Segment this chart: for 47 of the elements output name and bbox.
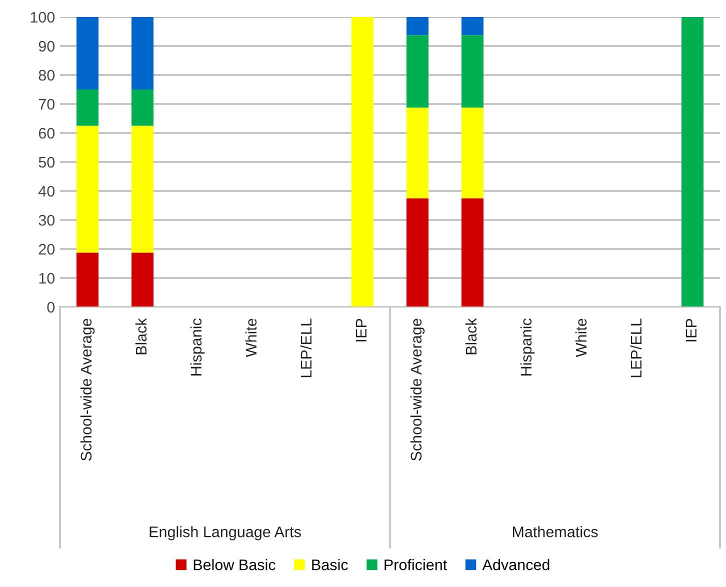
x-tick-label: Black [465, 318, 477, 354]
y-tick-label: 100 [30, 12, 55, 23]
x-tick-label: White [575, 318, 587, 358]
legend-label: Advanced [482, 559, 550, 570]
y-tick-label: 10 [39, 272, 55, 284]
legend-label: Basic [312, 559, 348, 570]
bar [76, 90, 98, 126]
x-tick-label: School-wide Average [80, 318, 95, 461]
bar [132, 126, 154, 253]
bar [462, 108, 484, 198]
bar [352, 17, 374, 307]
bar [406, 17, 428, 36]
legend-label: Proficient [384, 559, 448, 570]
y-tick-label: 50 [38, 156, 55, 168]
bar [462, 17, 484, 36]
y-tick-label: 40 [38, 186, 55, 197]
x-tick-label: Hispanic [520, 318, 535, 376]
bar [406, 35, 428, 108]
bar [462, 35, 484, 108]
x-tick-label: LEP/ELL [630, 318, 642, 378]
x-tick-label: IEP [356, 318, 366, 342]
x-tick-label: White [245, 318, 257, 358]
x-tick-label: IEP [686, 318, 696, 342]
text: English Language Arts [150, 526, 301, 540]
y-tick-label: 60 [38, 128, 55, 139]
y-tick-label: 0 [47, 302, 55, 313]
bar [76, 252, 98, 307]
bar [76, 126, 98, 253]
x-tick-label: Hispanic [190, 318, 205, 376]
bar [406, 108, 428, 198]
x-tick-label: School-wide Average [410, 318, 425, 461]
y-tick-label: 80 [38, 70, 55, 81]
y-tick-label: 20 [38, 244, 55, 255]
bar [132, 90, 154, 126]
bar [76, 17, 98, 90]
text: Mathematics [512, 526, 598, 538]
x-tick-label: LEP/ELL [300, 318, 312, 378]
bar [132, 252, 154, 307]
bar [682, 17, 704, 307]
legend-label: Below Basic [194, 559, 276, 570]
y-tick-label: 30 [38, 214, 55, 226]
x-tick-label: Black [135, 318, 147, 354]
y-tick-label: 90 [38, 40, 55, 52]
bar [462, 198, 484, 307]
bar [406, 198, 428, 307]
bar [132, 17, 154, 90]
y-tick-label: 70 [38, 98, 55, 110]
